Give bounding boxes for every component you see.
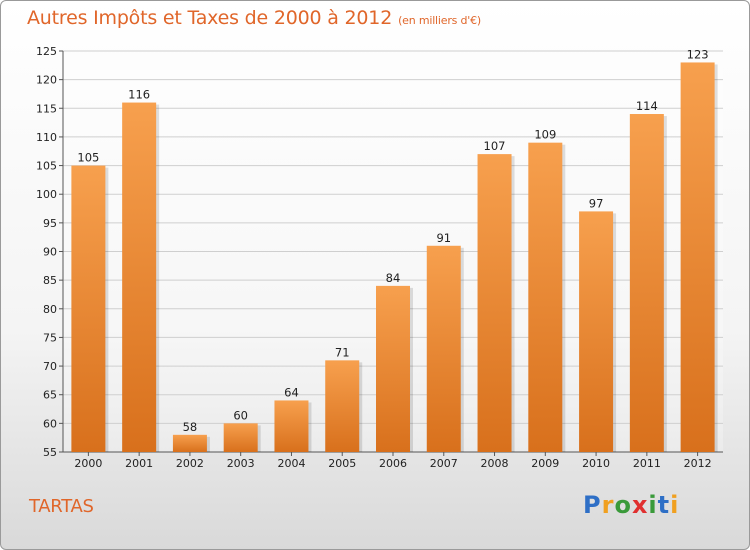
chart-title-text: Autres Impôts et Taxes de 2000 à 2012 (27, 7, 393, 29)
bar-2002 (172, 434, 207, 452)
x-tick-label: 2008 (481, 457, 509, 470)
data-label: 114 (636, 99, 658, 113)
data-label: 64 (284, 385, 299, 399)
y-tick-label: 90 (43, 246, 57, 259)
y-tick-label: 105 (36, 160, 57, 173)
data-label: 123 (687, 47, 709, 61)
logo-letter: P (583, 491, 602, 519)
x-tick-label: 2007 (430, 457, 458, 470)
bar-2009 (528, 142, 563, 452)
y-tick-label: 65 (43, 389, 57, 402)
y-tick-label: 75 (43, 331, 57, 344)
x-tick-label: 2011 (633, 457, 661, 470)
y-tick-label: 100 (36, 188, 57, 201)
chart-title-unit: (en milliers d'€) (398, 14, 481, 27)
data-label: 60 (233, 408, 248, 422)
y-tick-label: 95 (43, 217, 57, 230)
data-label: 84 (386, 271, 401, 285)
y-tick-label: 120 (36, 74, 57, 87)
y-tick-label: 55 (43, 446, 57, 459)
x-tick-label: 2000 (74, 457, 102, 470)
data-label: 116 (128, 88, 150, 102)
bar-2004 (274, 400, 309, 452)
bar-2010 (579, 211, 614, 452)
bar-2007 (426, 245, 461, 452)
x-tick-label: 2006 (379, 457, 407, 470)
y-tick-label: 115 (36, 102, 57, 115)
data-label: 105 (77, 151, 99, 165)
y-tick-label: 80 (43, 303, 57, 316)
x-tick-label: 2010 (582, 457, 610, 470)
x-tick-label: 2002 (176, 457, 204, 470)
x-tick-label: 2001 (125, 457, 153, 470)
logo-letter: r (601, 491, 615, 519)
data-label: 58 (183, 420, 198, 434)
x-tick-label: 2005 (328, 457, 356, 470)
bar-2006 (376, 285, 410, 452)
logo-letter: x (631, 491, 649, 519)
bar-2001 (122, 102, 157, 453)
proxiti-logo: Proxiti (583, 491, 679, 519)
bar-2003 (223, 423, 258, 452)
y-tick-label: 85 (43, 274, 57, 287)
y-tick-label: 110 (36, 131, 57, 144)
y-tick-label: 70 (43, 360, 57, 373)
data-label: 109 (534, 128, 556, 142)
bar-2012 (680, 62, 715, 452)
data-label: 97 (589, 196, 604, 210)
logo-letter: i (670, 491, 680, 519)
data-label: 71 (335, 345, 350, 359)
bar-2011 (629, 114, 664, 452)
data-label: 91 (436, 231, 451, 245)
logo-letter: i (648, 491, 658, 519)
bar-2005 (325, 360, 360, 452)
y-tick-label: 60 (43, 417, 57, 430)
x-tick-label: 2004 (277, 457, 305, 470)
city-name: TARTAS (29, 496, 94, 517)
bar-2008 (477, 154, 512, 452)
chart-title: Autres Impôts et Taxes de 2000 à 2012 (en… (27, 7, 481, 29)
x-tick-label: 2003 (227, 457, 255, 470)
bar-2000 (71, 165, 106, 453)
y-tick-label: 125 (36, 45, 57, 58)
logo-letter: o (614, 491, 632, 519)
data-label: 107 (484, 139, 506, 153)
x-tick-label: 2009 (531, 457, 559, 470)
x-tick-label: 2012 (684, 457, 712, 470)
logo-letter: t (657, 491, 671, 519)
